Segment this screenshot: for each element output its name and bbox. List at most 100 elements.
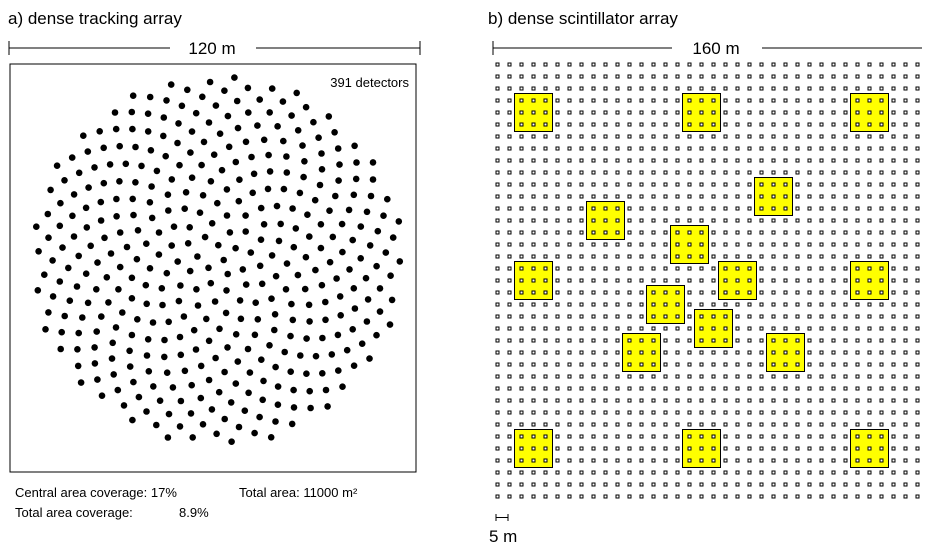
scintillator-cell [735,254,740,259]
scintillator-cell [867,362,872,367]
detector-dot [374,227,382,235]
detector-dot [44,210,52,218]
detector-dot [353,159,360,166]
scintillator-cell [915,398,920,403]
scintillator-cell [663,398,668,403]
scintillator-cell [723,146,728,151]
detector-dot [74,362,82,370]
scintillator-cell [879,350,884,355]
scintillator-cell [507,74,512,79]
scintillator-cell [903,290,908,295]
scintillator-cell [735,122,740,127]
scintillator-cell [555,122,560,127]
scintillator-cell [711,110,716,115]
scintillator-cell [783,146,788,151]
scintillator-cell [783,302,788,307]
detector-dot [176,333,184,341]
scintillator-cell [507,446,512,451]
scintillator-cell [819,134,824,139]
detector-dot [310,118,317,126]
detector-dot [148,214,156,222]
scintillator-cell [651,494,656,499]
scintillator-cell [855,170,860,175]
scintillator-cell [639,254,644,259]
scintillator-cell [879,194,884,199]
scintillator-cell [687,422,692,427]
scintillator-cell [495,218,500,223]
detector-dot [97,217,105,224]
scintillator-cell [879,74,884,79]
scintillator-cell [663,422,668,427]
scintillator-cell [915,86,920,91]
scintillator-cell [579,122,584,127]
scintillator-cell [867,254,872,259]
scintillator-cell [687,62,692,67]
scintillator-cell [843,350,848,355]
scintillator-cell [891,434,896,439]
scintillator-cell [639,242,644,247]
scintillator-cell [771,74,776,79]
scintillator-cell [819,194,824,199]
scintillator-cell [531,266,536,271]
scintillator-cell [831,218,836,223]
scintillator-cell [651,326,656,331]
scintillator-cell [867,230,872,235]
scintillator-cell [891,134,896,139]
scintillator-cell [843,134,848,139]
scintillator-cell [915,422,920,427]
scintillator-cell [843,434,848,439]
scintillator-cell [591,386,596,391]
scintillator-cell [495,266,500,271]
scintillator-cell [831,86,836,91]
scintillator-cell [591,326,596,331]
scintillator-cell [699,290,704,295]
detector-dot [232,380,240,387]
scintillator-cell [795,170,800,175]
scintillator-cell [687,314,692,319]
scintillator-cell [699,110,704,115]
detector-dot [155,251,163,258]
scintillator-cell [675,122,680,127]
scintillator-cell [723,230,728,235]
scintillator-cell [735,218,740,223]
scintillator-cell [663,254,668,259]
scintillator-cell [855,254,860,259]
scintillator-cell [723,182,728,187]
scintillator-cell [915,182,920,187]
detector-dot [349,326,357,333]
detector-dot [120,402,128,409]
scintillator-cell [495,206,500,211]
scintillator-cell [831,302,836,307]
scintillator-cell [903,494,908,499]
detector-dot [338,220,346,228]
scintillator-cell [795,254,800,259]
scintillator-cell [615,86,620,91]
detector-dot [322,298,329,306]
scintillator-cell [915,74,920,79]
scintillator-cell [519,482,524,487]
scintillator-cell [507,362,512,367]
scintillator-cell [915,230,920,235]
scintillator-cell [675,86,680,91]
scintillator-cell [891,98,896,103]
scintillator-cell [783,458,788,463]
detector-dot [350,191,358,199]
scintillator-cell [807,194,812,199]
detector-dot [317,244,325,252]
scintillator-cell [783,386,788,391]
scintillator-cell [543,194,548,199]
scintillator-cell [663,206,668,211]
panel-a-scale-bar: 120 m [8,39,421,58]
detector-dot [205,337,213,345]
scintillator-cell [543,170,548,175]
scintillator-cell [663,266,668,271]
detector-dot [273,202,281,210]
scintillator-cell [747,62,752,67]
scintillator-cell [507,182,512,187]
scintillator-cell [843,374,848,379]
scintillator-cell [615,290,620,295]
scintillator-cell [795,482,800,487]
detector-dot [364,296,372,303]
scintillator-cell [747,374,752,379]
scintillator-cell [591,446,596,451]
